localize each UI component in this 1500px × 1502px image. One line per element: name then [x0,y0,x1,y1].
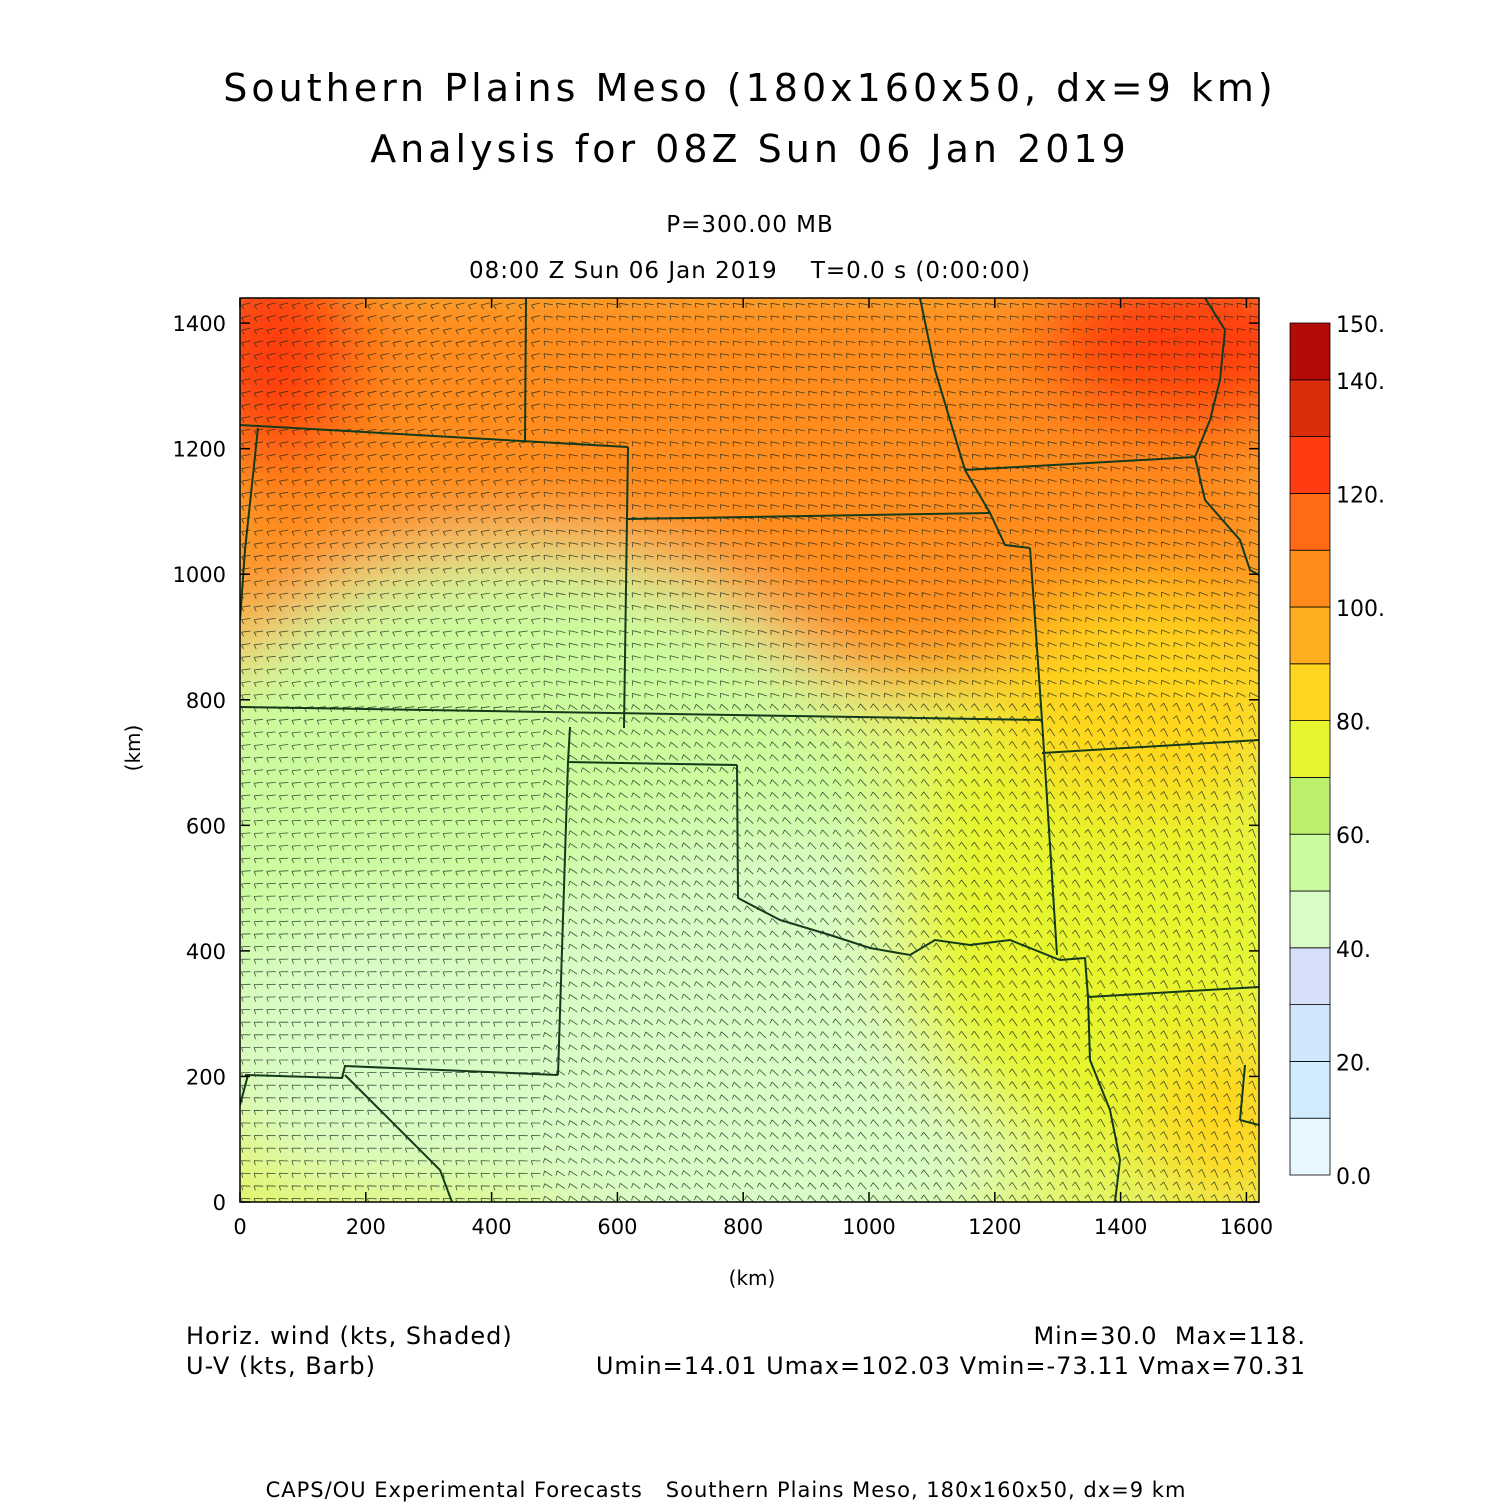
boundary-ar-la [1087,986,1259,998]
colorbar-swatch [1289,663,1331,721]
colorbar-label: 120. [1336,483,1385,508]
x-tick-label: 1000 [842,1215,895,1239]
colorbar-swatch [1289,322,1331,381]
state-boundaries [240,298,1259,1202]
x-tick-label: 800 [723,1215,763,1239]
y-tick-label: 400 [186,940,226,964]
title-line-1: Southern Plains Meso (180x160x50, dx=9 k… [223,66,1277,110]
x-tick-label: 0 [233,1215,246,1239]
colorbar-label: 60. [1336,824,1371,849]
colorbar-swatch [1289,549,1331,608]
footer-credit: CAPS/OU Experimental Forecasts Southern … [265,1478,1187,1502]
boundary-co-ne [524,298,527,443]
x-tick-label: 1200 [968,1215,1021,1239]
y-tick-label: 0 [213,1191,226,1215]
boundary-nm-co-ok [240,706,1043,721]
y-axis-label: (km) [121,725,145,772]
x-tick-label: 1600 [1220,1215,1273,1239]
colorbar-label: 20. [1336,1051,1371,1076]
boundary-ms-river-south [1239,1064,1246,1121]
y-tick-label: 600 [186,814,226,838]
boundary-mo-ar [1041,739,1259,754]
boundary-rio-grande [240,1074,249,1106]
colorbar-swatch [1289,720,1331,778]
footer-uv-range: Umin=14.01 Umax=102.03 Vmin=-73.11 Vmax=… [595,1352,1306,1380]
y-tick-label: 1000 [173,563,226,587]
plot-frame [239,297,1260,1203]
colorbar-label: 140. [1336,370,1385,395]
boundary-ok-tx-red-river [736,764,1086,962]
colorbar-swatch [1289,1117,1331,1176]
title-line-2: Analysis for 08Z Sun 06 Jan 2019 [370,127,1130,171]
boundary-tx-la [1084,957,1122,1202]
footer-shaded-field: Horiz. wind (kts, Shaded) [186,1322,513,1350]
x-tick-label: 200 [346,1215,386,1239]
colorbar-swatch [1289,777,1331,835]
boundary-tx-mexico [344,1074,453,1202]
footer-barb-field: U-V (kts, Barb) [186,1352,376,1380]
boundary-co-ks [623,446,629,729]
colorbar-swatch [1289,379,1331,437]
x-tick-label: 1400 [1094,1215,1147,1239]
colorbar-label: 150. [1336,313,1385,338]
y-tick-label: 1200 [173,438,226,462]
colorbar-label: 40. [1336,938,1371,963]
colorbar-label: 0.0 [1336,1165,1371,1190]
y-tick-label: 1400 [173,312,226,336]
x-axis-label: (km) [729,1266,776,1290]
boundary-az-nm [240,427,259,621]
x-axis: 0 200 400 600 800 1000 1200 1400 1600 [233,298,1273,1239]
boundary-mississippi-north [1193,298,1259,576]
boundary-co-ks-north [240,424,629,448]
pressure-level: P=300.00 MB [666,212,834,238]
boundary-tx-panhandle [557,761,569,1076]
colorbar-swatch [1289,833,1331,892]
x-tick-label: 600 [597,1215,637,1239]
y-axis: 0 200 400 600 800 1000 1200 1400 [173,312,1259,1215]
footer-min-max: Min=30.0 Max=118. [1033,1322,1306,1350]
y-tick-label: 800 [186,689,226,713]
boundary-ne-ks [627,512,991,520]
boundary-ia-mo [964,456,1196,471]
colorbar-label: 80. [1336,711,1371,736]
boundary-ok-ar [1029,547,1058,956]
colorbar-swatch [1289,890,1331,949]
colorbar-swatch [1289,1004,1331,1062]
colorbar-swatch [1289,947,1331,1005]
colorbar: 150. 140. 120. 100. 80. 60. 40. 20. 0.0 [1289,313,1385,1190]
colorbar-swatch [1289,492,1331,551]
colorbar-swatch [1289,1061,1331,1119]
x-tick-label: 400 [472,1215,512,1239]
colorbar-swatch [1289,606,1331,665]
boundary-ms-la [1239,1119,1259,1126]
valid-time: 08:00 Z Sun 06 Jan 2019 T=0.0 s (0:00:00… [469,258,1031,284]
colorbar-label: 100. [1336,597,1385,622]
y-tick-label: 200 [186,1065,226,1089]
colorbar-swatch [1289,436,1331,494]
boundary-nm-tx [244,1064,559,1080]
